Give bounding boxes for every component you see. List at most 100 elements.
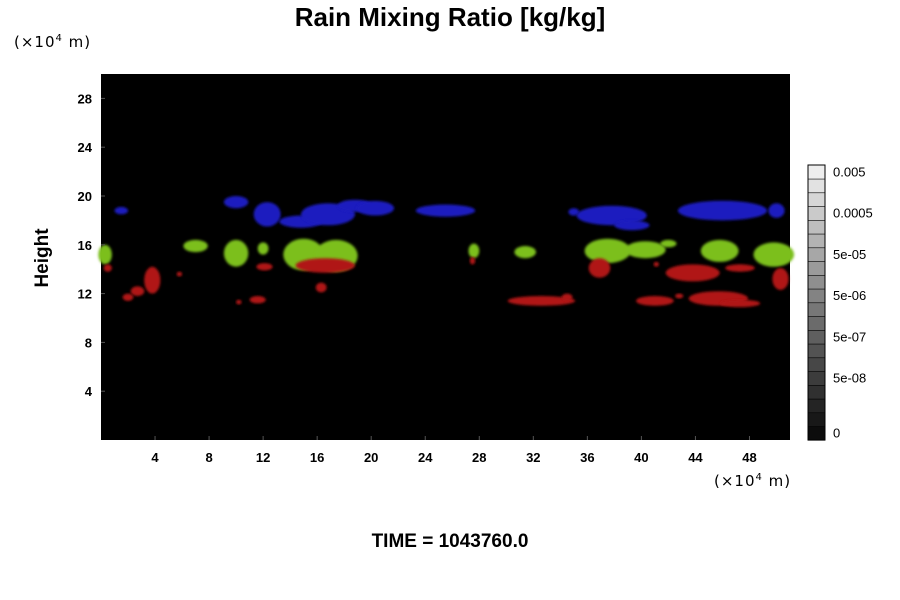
colorbar-swatch: [807, 164, 826, 180]
colorbar-swatch: [807, 302, 826, 317]
field-blob: [130, 286, 145, 297]
field-blob: [677, 200, 768, 221]
colorbar-label: 5e-06: [833, 288, 866, 303]
colorbar-swatch: [807, 343, 826, 359]
colorbar-swatch: [807, 233, 826, 249]
field-blob: [103, 264, 112, 272]
colorbar-swatch: [807, 260, 826, 276]
field-blob: [636, 296, 674, 306]
colorbar-label: 5e-08: [833, 371, 866, 386]
field-blob: [588, 258, 611, 278]
colorbar-swatch: [807, 384, 826, 400]
colorbar-swatch: [807, 205, 826, 221]
y-tick-label: 28: [78, 91, 92, 106]
y-unit-prefix: (×10: [14, 33, 56, 51]
field-blob: [256, 263, 273, 271]
x-unit-exponent: 4: [755, 472, 763, 483]
field-blob: [675, 293, 684, 299]
x-tick-label: 36: [580, 450, 594, 465]
x-tick-label: 16: [310, 450, 324, 465]
field-blob: [295, 258, 355, 273]
x-tick-label: 40: [634, 450, 648, 465]
x-tick-label: 24: [418, 450, 433, 465]
field-blob: [665, 264, 720, 282]
colorbar-label: 0.005: [833, 164, 866, 179]
field-blob: [183, 239, 208, 253]
colorbar-swatch: [807, 425, 826, 441]
y-tick-label: 8: [85, 335, 92, 350]
field-blob: [98, 244, 112, 265]
colorbar-swatch: [807, 274, 826, 290]
colorbar-swatch: [807, 357, 826, 372]
field-blob: [468, 243, 480, 259]
x-unit-prefix: (×10: [714, 472, 756, 490]
field-blob: [469, 257, 476, 265]
y-unit-suffix: m): [62, 33, 92, 51]
field-blob: [568, 208, 580, 216]
field-blob: [176, 271, 183, 277]
x-tick-label: 4: [151, 450, 159, 465]
colorbar-swatch: [807, 329, 826, 345]
colorbar-label: 0.0005: [833, 206, 873, 221]
field-blob: [584, 238, 631, 264]
field-blob: [772, 268, 789, 290]
colorbar-swatch: [807, 178, 826, 194]
y-tick-label: 24: [78, 140, 93, 155]
field-blob: [114, 206, 129, 215]
chart-title: Rain Mixing Ratio [kg/kg]: [294, 2, 606, 32]
field-blob: [415, 204, 476, 217]
field-blob: [253, 202, 281, 227]
x-unit-suffix: m): [762, 472, 792, 490]
y-tick-label: 16: [78, 238, 92, 253]
field-blob: [514, 246, 536, 259]
field-blob: [257, 242, 269, 255]
field-blob: [625, 241, 666, 259]
field-blob: [561, 293, 573, 301]
x-tick-label: 20: [364, 450, 378, 465]
colorbar-label: 5e-07: [833, 329, 866, 344]
field-blob: [614, 220, 650, 231]
colorbar-swatch: [807, 398, 826, 414]
colorbar-frame: [807, 164, 826, 441]
field-blob: [753, 242, 795, 267]
y-unit-exponent: 4: [55, 33, 63, 44]
x-tick-label: 44: [688, 450, 703, 465]
x-axis-unit: (×104 m): [714, 472, 791, 490]
field-blob: [223, 239, 249, 267]
field-blob: [768, 203, 785, 218]
field-blob: [653, 261, 659, 267]
field-blob: [356, 200, 395, 216]
colorbar-swatch: [807, 315, 826, 331]
field-blob: [315, 282, 327, 293]
field-blob: [725, 264, 755, 272]
field-blob: [122, 293, 134, 301]
field-blob: [700, 239, 739, 262]
x-tick-label: 48: [742, 450, 756, 465]
field-blob: [576, 205, 647, 226]
time-label: TIME = 1043760.0: [371, 531, 529, 552]
colorbar-label: 5e-05: [833, 247, 866, 262]
colorbar-swatch: [807, 219, 826, 235]
colorbar-swatch: [807, 192, 826, 207]
field-blob: [507, 296, 576, 306]
x-tick-label: 8: [205, 450, 212, 465]
x-tick-label: 12: [256, 450, 270, 465]
colorbar-swatch: [807, 412, 826, 427]
field-blob: [223, 196, 249, 209]
y-tick-label: 4: [85, 384, 93, 399]
y-axis-unit: (×104 m): [14, 33, 91, 51]
plot-background: [101, 74, 790, 440]
colorbar-swatch: [807, 247, 826, 262]
y-tick-label: 20: [78, 189, 92, 204]
x-tick-label: 32: [526, 450, 540, 465]
x-tick-label: 28: [472, 450, 486, 465]
colorbar-swatch: [807, 288, 826, 304]
colorbar-swatch: [807, 370, 826, 386]
field-blob: [660, 239, 677, 248]
colorbar-label: 0: [833, 426, 840, 441]
field-blob: [236, 299, 242, 305]
field-blob: [249, 296, 266, 304]
field-blob: [144, 266, 161, 294]
y-tick-label: 12: [78, 287, 92, 302]
